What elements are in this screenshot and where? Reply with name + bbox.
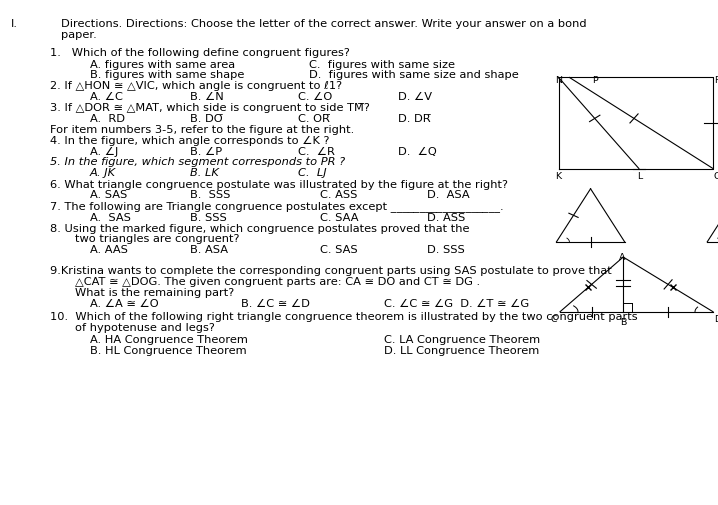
Text: C. ASS: C. ASS (320, 190, 357, 200)
Text: of hypotenuse and legs?: of hypotenuse and legs? (75, 323, 215, 333)
Text: B. ASA: B. ASA (190, 245, 228, 255)
Text: B.  SSS: B. SSS (190, 190, 230, 200)
Text: D.  ∠Q: D. ∠Q (398, 146, 437, 157)
Text: A. AAS: A. AAS (90, 245, 128, 255)
Text: A.  RD: A. RD (90, 114, 125, 124)
Text: paper.: paper. (61, 30, 97, 40)
Text: B. SSS: B. SSS (190, 212, 227, 222)
Text: two triangles are congruent?: two triangles are congruent? (75, 234, 240, 244)
Text: A.  SAS: A. SAS (90, 212, 131, 222)
Text: 8. Using the marked figure, which congruence postulates proved that the: 8. Using the marked figure, which congru… (50, 223, 470, 233)
Text: C. LA Congruence Theorem: C. LA Congruence Theorem (384, 334, 540, 344)
Text: D. ASS: D. ASS (427, 212, 465, 222)
Text: I.: I. (11, 19, 18, 29)
Text: B. HL Congruence Theorem: B. HL Congruence Theorem (90, 345, 246, 356)
Text: Q: Q (714, 172, 718, 181)
Text: B. ∠P: B. ∠P (190, 146, 223, 157)
Text: B. figures with same shape: B. figures with same shape (90, 70, 244, 80)
Text: 6. What triangle congruence postulate was illustrated by the figure at the right: 6. What triangle congruence postulate wa… (50, 179, 508, 189)
Text: C. ∠C ≅ ∠G  D. ∠T ≅ ∠G: C. ∠C ≅ ∠G D. ∠T ≅ ∠G (384, 298, 529, 309)
Text: C: C (551, 315, 557, 324)
Text: For item numbers 3-5, refer to the figure at the right.: For item numbers 3-5, refer to the figur… (50, 125, 355, 135)
Text: A: A (619, 252, 625, 262)
Text: A. HA Congruence Theorem: A. HA Congruence Theorem (90, 334, 248, 344)
Text: 10.  Which of the following right triangle congruence theorem is illustrated by : 10. Which of the following right triangl… (50, 312, 638, 322)
Text: P: P (592, 76, 598, 85)
Text: A. figures with same area: A. figures with same area (90, 60, 235, 70)
Text: 5. In the figure, which segment corresponds to PR ?: 5. In the figure, which segment correspo… (50, 157, 345, 167)
Text: 1.   Which of the following define congruent figures?: 1. Which of the following define congrue… (50, 48, 350, 58)
Text: N: N (555, 76, 562, 85)
Text: A. SAS: A. SAS (90, 190, 127, 200)
Text: 4. In the figure, which angle corresponds to ∠K ?: 4. In the figure, which angle correspond… (50, 136, 330, 146)
Text: C.  LJ: C. LJ (298, 168, 327, 178)
Text: 2. If △HON ≅ △VIC, which angle is congruent to ℓ1?: 2. If △HON ≅ △VIC, which angle is congru… (50, 81, 342, 91)
Text: D. SSS: D. SSS (427, 245, 465, 255)
Text: A. JK: A. JK (90, 168, 116, 178)
Text: R: R (714, 76, 718, 85)
Text: D.  figures with same size and shape: D. figures with same size and shape (309, 70, 518, 80)
Text: D. DR̅: D. DR̅ (398, 114, 431, 124)
Text: D. LL Congruence Theorem: D. LL Congruence Theorem (384, 345, 539, 356)
Text: C.  figures with same size: C. figures with same size (309, 60, 454, 70)
Text: Directions. Directions: Choose the letter of the correct answer. Write your answ: Directions. Directions: Choose the lette… (61, 19, 587, 29)
Text: D: D (714, 315, 718, 324)
Text: 3. If △DOR ≅ △MAT, which side is congruent to side TM̅?: 3. If △DOR ≅ △MAT, which side is congrue… (50, 103, 370, 113)
Text: What is the remaining part?: What is the remaining part? (75, 287, 235, 297)
Text: K: K (555, 172, 561, 181)
Text: B. ∠C ≅ ∠D: B. ∠C ≅ ∠D (241, 298, 309, 309)
Text: B. LK: B. LK (190, 168, 219, 178)
Text: D.  ASA: D. ASA (427, 190, 470, 200)
Text: A. ∠C: A. ∠C (90, 92, 123, 102)
Text: C.  ∠R: C. ∠R (298, 146, 335, 157)
Text: B. DO̅: B. DO̅ (190, 114, 223, 124)
Text: 9.Kristina wants to complete the corresponding congruent parts using SAS postula: 9.Kristina wants to complete the corresp… (50, 265, 612, 275)
Text: A. ∠A ≅ ∠O: A. ∠A ≅ ∠O (90, 298, 159, 309)
Text: A. ∠J: A. ∠J (90, 146, 118, 157)
Text: C. OR̅: C. OR̅ (298, 114, 330, 124)
Text: L: L (637, 172, 642, 181)
Text: C. SAS: C. SAS (320, 245, 357, 255)
Text: C. ∠O: C. ∠O (298, 92, 332, 102)
Text: △CAT ≅ △DOG. The given congruent parts are: CA ≅ DO and CT ≅ DG .: △CAT ≅ △DOG. The given congruent parts a… (75, 276, 480, 286)
Text: D. ∠V: D. ∠V (398, 92, 432, 102)
Text: C. SAA: C. SAA (320, 212, 358, 222)
Text: B: B (620, 317, 626, 326)
Text: B. ∠N: B. ∠N (190, 92, 224, 102)
Text: 7. The following are Triangle congruence postulates except ___________________.: 7. The following are Triangle congruence… (50, 201, 504, 212)
